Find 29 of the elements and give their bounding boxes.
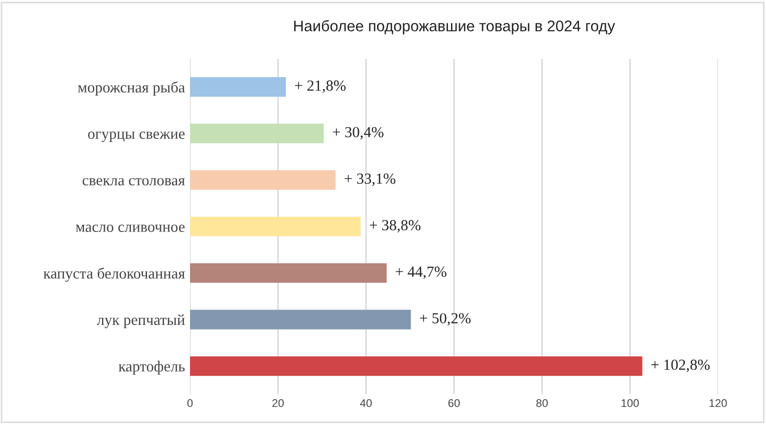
x-tick-label: 60 [448,399,460,408]
y-tick-label: картофель [118,360,185,375]
bar [190,310,411,330]
bar [190,170,336,190]
x-tick-label: 100 [622,399,639,408]
x-tick-label: 0 [187,399,193,408]
bar [190,77,286,97]
bar [190,356,642,376]
y-tick-label: масло сливочное [76,224,185,232]
bar [190,263,387,283]
data-label: + 21,8% [295,80,346,93]
x-tick-label: 80 [536,399,548,408]
y-tick-label: капуста белокочанная [43,268,185,282]
y-tick-label: свекла столовая [82,178,185,186]
data-label: + 102,8% [651,360,710,372]
x-tick-label: 40 [360,399,372,408]
data-label: + 44,7% [396,266,446,280]
x-tick-label: 20 [272,399,284,408]
data-label: + 50,2% [420,313,471,326]
data-label: + 33,1% [344,173,396,186]
chart-title: Наиболее подорожавшие товары в 2024 году [294,20,616,34]
y-tick-label: морожсная рыба [78,81,185,96]
bar [190,124,324,144]
bar [190,216,361,236]
data-label: + 38,8% [370,220,420,233]
y-tick-label: огурцы свежие [88,132,185,142]
y-tick-label: лук репчатый [97,314,185,328]
data-label: + 30,4% [332,126,384,140]
x-tick-label: 120 [710,399,727,408]
